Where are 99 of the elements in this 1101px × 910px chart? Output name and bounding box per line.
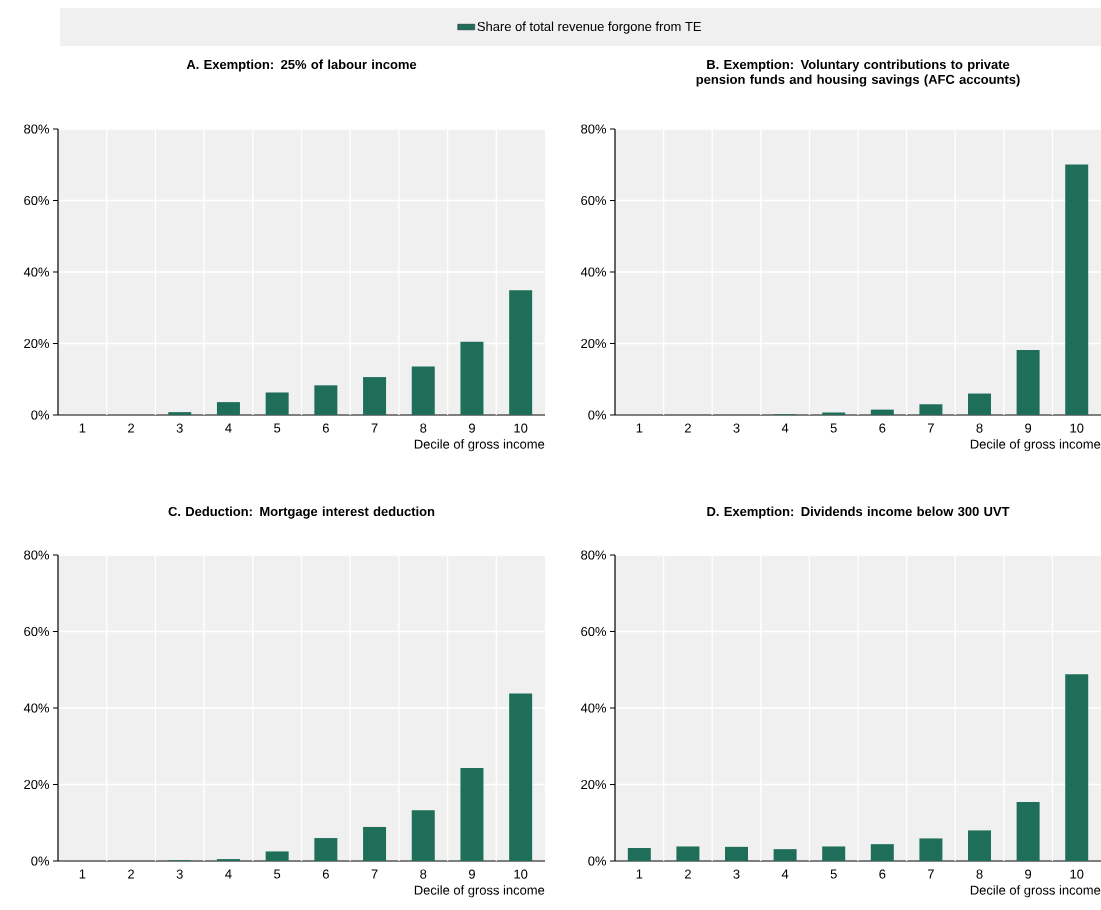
x-tick-label: 2 — [128, 869, 134, 879]
bar — [870, 844, 894, 861]
x-tick-label: 7 — [927, 869, 934, 879]
y-tick-label: 20% — [24, 779, 50, 790]
legend-label: Share of total revenue forgone from TE — [477, 21, 701, 34]
bar — [265, 392, 289, 415]
y-tick-label: 80% — [581, 550, 607, 560]
x-tick-label: 9 — [468, 423, 475, 433]
bar — [725, 846, 749, 861]
bar — [314, 385, 338, 415]
y-tick-label: 60% — [24, 195, 50, 206]
x-tick-label: 1 — [79, 423, 86, 433]
x-tick-label: 3 — [733, 423, 740, 433]
bar — [363, 377, 387, 415]
bar — [1065, 164, 1089, 415]
y-tick-label: 40% — [580, 703, 607, 713]
y-tick-label: 0% — [588, 856, 607, 866]
bar — [460, 768, 484, 861]
x-tick-label: 4 — [781, 869, 789, 879]
x-axis-title: Decile of gross income — [970, 885, 1101, 898]
x-tick-label: 2 — [684, 423, 691, 433]
x-tick-label: 1 — [636, 869, 643, 879]
bar — [509, 693, 533, 861]
bar — [1065, 674, 1089, 861]
x-axis-title: Decile of gross income — [414, 885, 545, 898]
y-tick-label: 0% — [31, 410, 50, 420]
x-tick-label: 4 — [781, 423, 789, 433]
x-tick-label: 4 — [225, 869, 232, 879]
x-tick-label: 7 — [371, 423, 378, 433]
x-tick-label: 2 — [128, 423, 134, 433]
chart-title: B. Exemption: Voluntary contributions to private pension funds and housing savings (AFC accounts) — [696, 59, 1020, 87]
bar — [509, 290, 533, 415]
bar — [822, 412, 846, 415]
bar — [919, 838, 943, 861]
x-tick-label: 6 — [879, 869, 886, 879]
x-tick-label: 9 — [468, 869, 475, 879]
x-tick-label: 5 — [274, 869, 281, 879]
x-tick-label: 6 — [879, 423, 886, 433]
y-tick-label: 40% — [580, 267, 607, 277]
y-tick-label: 80% — [581, 124, 607, 134]
y-tick-label: 60% — [581, 626, 607, 637]
bar — [363, 826, 387, 861]
bar — [411, 810, 435, 861]
y-tick-label: 0% — [31, 856, 50, 866]
x-tick-label: 1 — [79, 869, 86, 879]
x-tick-label: 5 — [830, 423, 837, 433]
bar — [870, 409, 894, 415]
bar — [460, 341, 484, 415]
bar — [1016, 802, 1040, 861]
x-tick-label: 5 — [274, 423, 281, 433]
bar — [822, 846, 846, 861]
x-tick-label: 9 — [1025, 869, 1032, 879]
bar — [676, 846, 700, 861]
bar — [968, 830, 992, 861]
y-tick-label: 60% — [581, 195, 607, 206]
y-tick-label: 0% — [588, 410, 607, 420]
x-tick-label: 5 — [830, 869, 837, 879]
y-tick-label: 60% — [24, 626, 50, 637]
bar — [1016, 349, 1040, 415]
x-tick-label: 10 — [1070, 423, 1084, 433]
bar — [919, 404, 943, 415]
x-tick-label: 7 — [371, 869, 378, 879]
x-tick-label: 7 — [927, 423, 934, 433]
bar — [265, 851, 289, 861]
x-axis-title: Decile of gross income — [414, 439, 545, 452]
x-tick-label: 8 — [976, 423, 983, 433]
bar — [216, 402, 240, 415]
bar — [314, 838, 338, 861]
bar — [411, 366, 435, 415]
x-tick-label: 2 — [684, 869, 691, 879]
chart-title: A. Exemption: 25% of labour income — [186, 59, 417, 72]
x-tick-label: 3 — [733, 869, 740, 879]
x-tick-label: 6 — [322, 423, 329, 433]
bar — [773, 849, 797, 861]
x-tick-label: 8 — [976, 869, 983, 879]
chart-title: D. Exemption: Dividends income below 300 UVT — [707, 506, 1010, 519]
x-tick-label: 8 — [420, 869, 427, 879]
y-tick-label: 40% — [23, 703, 50, 713]
y-tick-label: 80% — [24, 550, 50, 560]
x-tick-label: 6 — [322, 869, 329, 879]
x-tick-label: 9 — [1025, 423, 1032, 433]
bar — [168, 412, 192, 415]
x-tick-label: 4 — [225, 423, 232, 433]
x-tick-label: 8 — [420, 423, 427, 433]
y-tick-label: 20% — [581, 338, 607, 349]
x-tick-label: 3 — [176, 423, 183, 433]
x-tick-label: 1 — [636, 423, 643, 433]
chart-title: C. Deduction: Mortgage interest deduction — [168, 506, 435, 519]
y-tick-label: 40% — [23, 267, 50, 277]
x-axis-title: Decile of gross income — [970, 439, 1101, 452]
x-tick-label: 3 — [176, 869, 183, 879]
bar — [627, 847, 651, 861]
x-tick-label: 10 — [514, 869, 528, 879]
y-tick-label: 20% — [24, 338, 50, 349]
x-tick-label: 10 — [1070, 869, 1084, 879]
bar — [968, 393, 992, 415]
y-tick-label: 80% — [24, 124, 50, 134]
x-tick-label: 10 — [514, 423, 528, 433]
y-tick-label: 20% — [581, 779, 607, 790]
